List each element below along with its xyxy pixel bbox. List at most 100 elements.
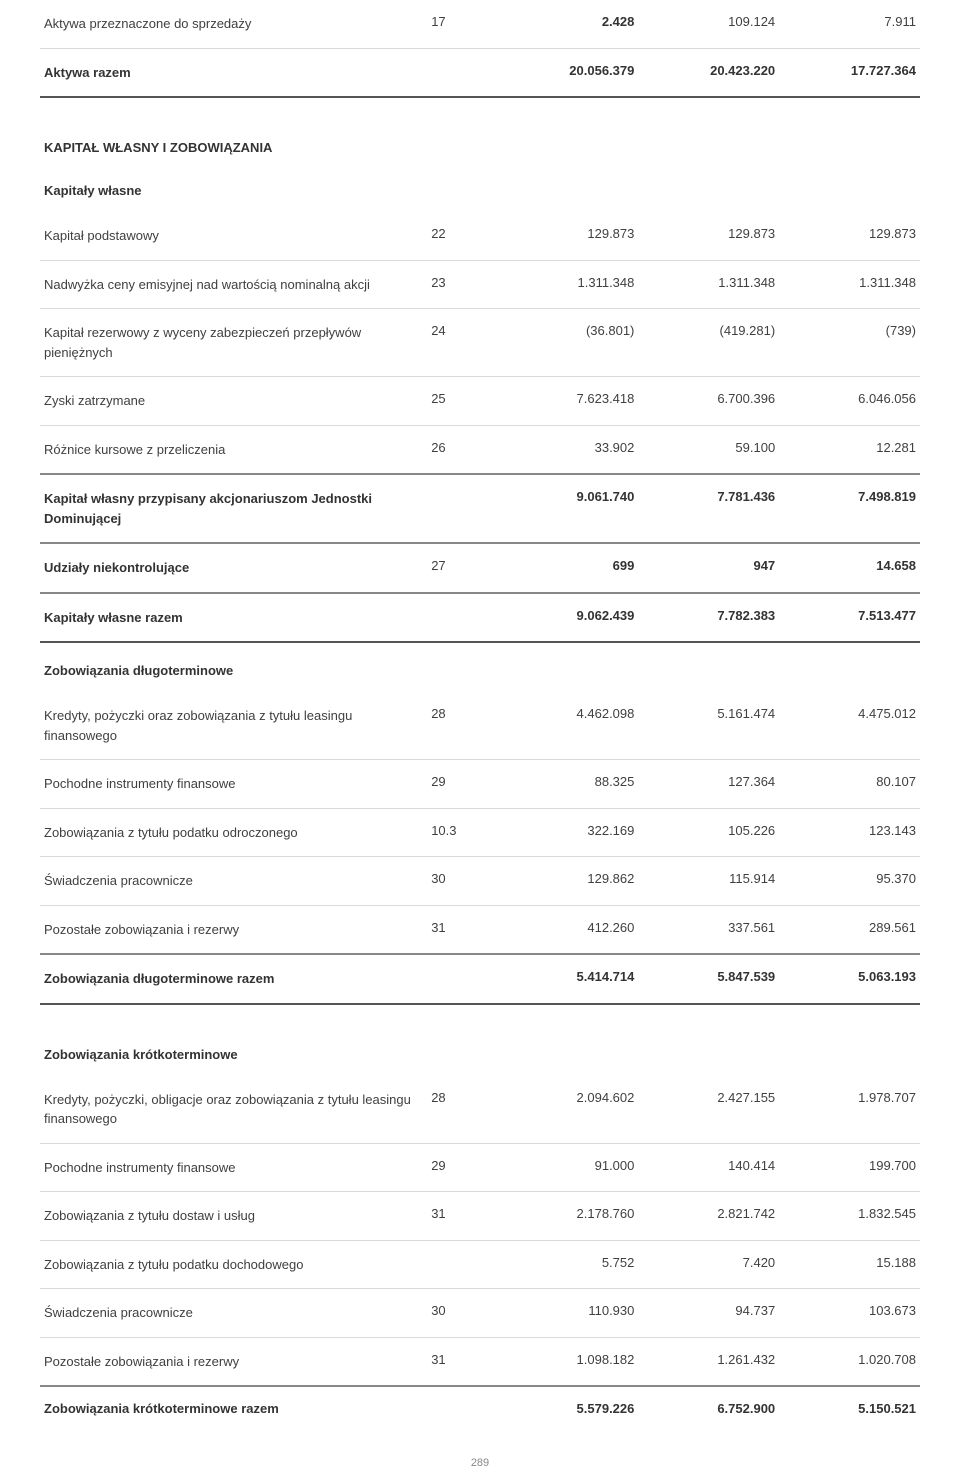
row-note: 22 xyxy=(427,212,497,260)
row-value: 12.281 xyxy=(779,425,920,474)
row-label: Aktywa razem xyxy=(40,48,427,97)
row-value: 4.475.012 xyxy=(779,692,920,760)
row-label: Pozostałe zobowiązania i rezerwy xyxy=(40,905,427,954)
row-note xyxy=(427,1240,497,1289)
row-note: 17 xyxy=(427,0,497,48)
row-note: 25 xyxy=(427,377,497,426)
row-value: 947 xyxy=(638,543,779,593)
row-note: 27 xyxy=(427,543,497,593)
row-value: 127.364 xyxy=(638,760,779,809)
row-value: 699 xyxy=(498,543,639,593)
row-value: 9.061.740 xyxy=(498,474,639,543)
table-row: Pochodne instrumenty finansowe 29 91.000… xyxy=(40,1143,920,1192)
row-value: 7.513.477 xyxy=(779,593,920,643)
row-label: Różnice kursowe z przeliczenia xyxy=(40,425,427,474)
row-value: 337.561 xyxy=(638,905,779,954)
row-note: 28 xyxy=(427,1076,497,1144)
row-value: 140.414 xyxy=(638,1143,779,1192)
row-note: 31 xyxy=(427,1337,497,1386)
table-row: Zobowiązania z tytułu podatku odroczoneg… xyxy=(40,808,920,857)
table-row: Udziały niekontrolujące 27 699 947 14.65… xyxy=(40,543,920,593)
row-value: 4.462.098 xyxy=(498,692,639,760)
table-row: Kapitał rezerwowy z wyceny zabezpieczeń … xyxy=(40,309,920,377)
row-value: 129.873 xyxy=(638,212,779,260)
row-value: (36.801) xyxy=(498,309,639,377)
section-subheading: Kapitały własne xyxy=(40,169,920,212)
table-row-total-cut: Zobowiązania krótkoterminowe razem 5.579… xyxy=(40,1386,920,1433)
row-value: 6.752.900 xyxy=(638,1386,779,1433)
row-value: 1.261.432 xyxy=(638,1337,779,1386)
row-label: Kapitały własne razem xyxy=(40,593,427,643)
row-value: 1.098.182 xyxy=(498,1337,639,1386)
row-value: 2.821.742 xyxy=(638,1192,779,1241)
row-value: 20.056.379 xyxy=(498,48,639,97)
heading-st: Zobowiązania krótkoterminowe xyxy=(40,1033,920,1076)
row-value: 5.161.474 xyxy=(638,692,779,760)
row-label: Kredyty, pożyczki oraz zobowiązania z ty… xyxy=(40,692,427,760)
row-value: 289.561 xyxy=(779,905,920,954)
table-row: Kredyty, pożyczki oraz zobowiązania z ty… xyxy=(40,692,920,760)
table-row: Pozostałe zobowiązania i rezerwy 31 1.09… xyxy=(40,1337,920,1386)
row-value: 7.498.819 xyxy=(779,474,920,543)
row-value: 103.673 xyxy=(779,1289,920,1338)
section-heading: KAPITAŁ WŁASNY I ZOBOWIĄZANIA xyxy=(40,126,920,169)
row-value: (419.281) xyxy=(638,309,779,377)
row-value: 1.978.707 xyxy=(779,1076,920,1144)
table-row: Świadczenia pracownicze 30 129.862 115.9… xyxy=(40,857,920,906)
row-label: Zobowiązania z tytułu podatku dochodoweg… xyxy=(40,1240,427,1289)
row-note: 10.3 xyxy=(427,808,497,857)
row-note: 26 xyxy=(427,425,497,474)
table-row: Nadwyżka ceny emisyjnej nad wartością no… xyxy=(40,260,920,309)
row-label: Zobowiązania z tytułu podatku odroczoneg… xyxy=(40,808,427,857)
financial-table: Aktywa przeznaczone do sprzedaży 17 2.42… xyxy=(40,0,920,1433)
row-label: Zobowiązania długoterminowe razem xyxy=(40,954,427,1004)
row-label: Zobowiązania krótkoterminowe razem xyxy=(40,1386,427,1433)
row-note: 28 xyxy=(427,692,497,760)
row-note xyxy=(427,48,497,97)
row-value: 2.094.602 xyxy=(498,1076,639,1144)
row-value: 1.311.348 xyxy=(779,260,920,309)
row-value: 1.020.708 xyxy=(779,1337,920,1386)
table-row: Zobowiązania z tytułu dostaw i usług 31 … xyxy=(40,1192,920,1241)
row-value: 5.063.193 xyxy=(779,954,920,1004)
row-note xyxy=(427,1386,497,1433)
row-value: 17.727.364 xyxy=(779,48,920,97)
row-label: Udziały niekontrolujące xyxy=(40,543,427,593)
row-value: 123.143 xyxy=(779,808,920,857)
row-value: 412.260 xyxy=(498,905,639,954)
row-note: 30 xyxy=(427,1289,497,1338)
row-value: 6.700.396 xyxy=(638,377,779,426)
row-value: 7.781.436 xyxy=(638,474,779,543)
row-value: 59.100 xyxy=(638,425,779,474)
row-value: 1.832.545 xyxy=(779,1192,920,1241)
row-note: 31 xyxy=(427,1192,497,1241)
table-row: Pochodne instrumenty finansowe 29 88.325… xyxy=(40,760,920,809)
row-value: 5.579.226 xyxy=(498,1386,639,1433)
row-value: 199.700 xyxy=(779,1143,920,1192)
row-value: 5.847.539 xyxy=(638,954,779,1004)
row-note: 30 xyxy=(427,857,497,906)
row-value: 80.107 xyxy=(779,760,920,809)
row-value: 2.428 xyxy=(498,0,639,48)
row-label: Kapitał rezerwowy z wyceny zabezpieczeń … xyxy=(40,309,427,377)
row-value: 109.124 xyxy=(638,0,779,48)
row-value: 14.658 xyxy=(779,543,920,593)
row-value: 94.737 xyxy=(638,1289,779,1338)
table-row: Zobowiązania z tytułu podatku dochodoweg… xyxy=(40,1240,920,1289)
table-row: Świadczenia pracownicze 30 110.930 94.73… xyxy=(40,1289,920,1338)
row-value: (739) xyxy=(779,309,920,377)
row-value: 7.420 xyxy=(638,1240,779,1289)
row-value: 91.000 xyxy=(498,1143,639,1192)
row-label: Kredyty, pożyczki, obligacje oraz zobowi… xyxy=(40,1076,427,1144)
row-value: 1.311.348 xyxy=(638,260,779,309)
row-label: Zobowiązania z tytułu dostaw i usług xyxy=(40,1192,427,1241)
section-subheading: Zobowiązania długoterminowe xyxy=(40,642,920,692)
row-label: Zyski zatrzymane xyxy=(40,377,427,426)
heading-main: KAPITAŁ WŁASNY I ZOBOWIĄZANIA xyxy=(40,126,920,169)
row-label: Świadczenia pracownicze xyxy=(40,857,427,906)
row-value: 9.062.439 xyxy=(498,593,639,643)
row-note xyxy=(427,474,497,543)
row-value: 15.188 xyxy=(779,1240,920,1289)
row-value: 2.178.760 xyxy=(498,1192,639,1241)
row-label: Pochodne instrumenty finansowe xyxy=(40,1143,427,1192)
